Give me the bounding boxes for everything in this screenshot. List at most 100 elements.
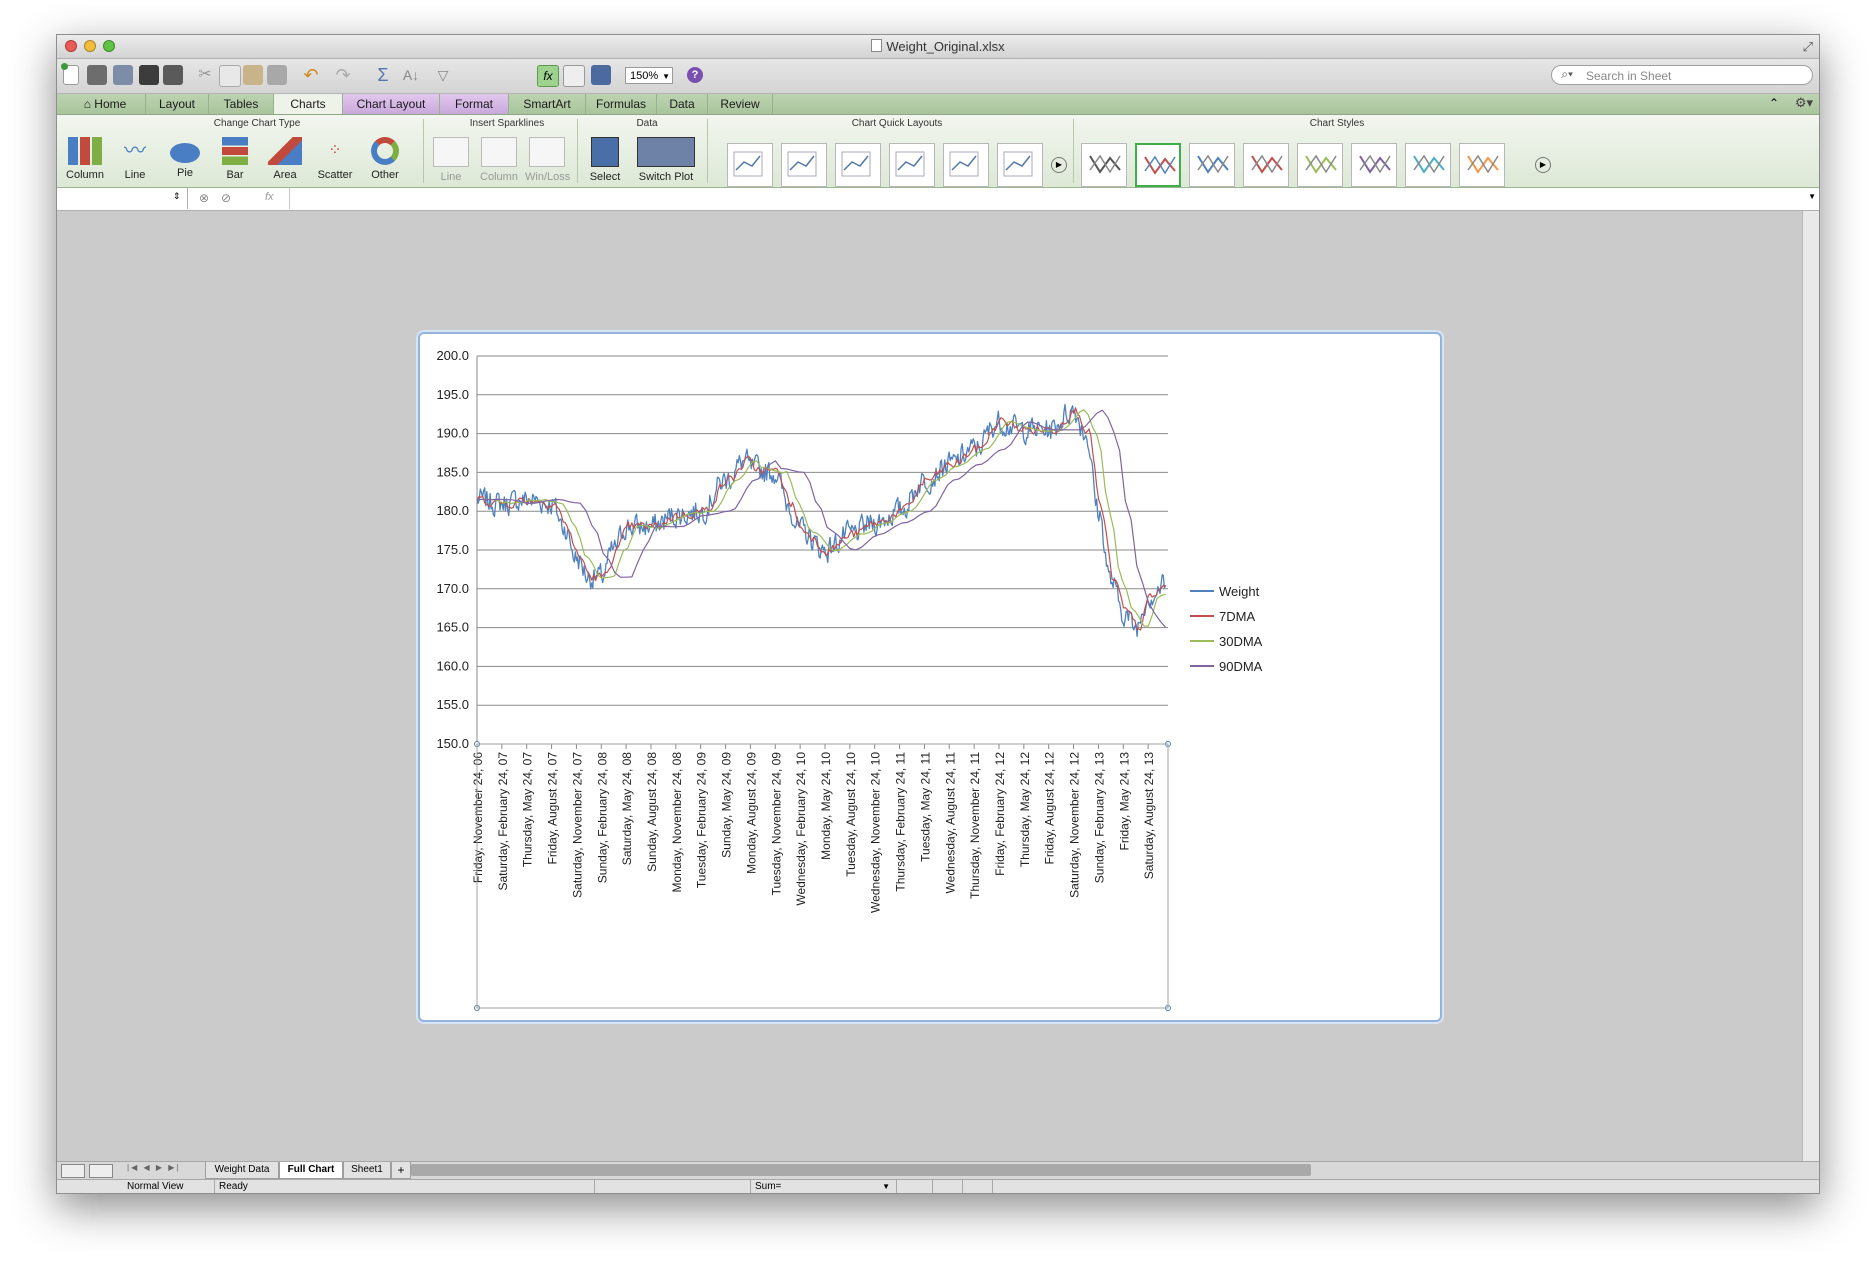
name-box[interactable] [57, 188, 188, 209]
tab-home[interactable]: ⌂ Home [65, 94, 146, 114]
tab-layout[interactable]: Layout [146, 94, 209, 114]
ribbon-settings-icon[interactable]: ⚙▾ [1794, 95, 1813, 110]
quick-layout-option[interactable] [997, 143, 1043, 187]
sparkline-line-button[interactable]: Line [429, 137, 473, 185]
ribbon-charts: Change Chart Type Column 〰 Line Pie Bar A… [57, 115, 1819, 188]
quick-layout-thumbnail-icon [787, 151, 817, 177]
x-tick-label: Monday, November 24, 08 [670, 752, 684, 893]
chart-style-option[interactable] [1189, 143, 1235, 187]
open-icon[interactable] [113, 65, 133, 85]
sheet-tab-sheet1[interactable]: Sheet1 [343, 1162, 391, 1179]
chart-object[interactable]: 200.0 195.0 190.0 185.0 180.0 175.0 170.0 165.0… [418, 332, 1442, 1022]
x-tick-label: Friday, November 24, 06 [471, 752, 485, 883]
vertical-scrollbar[interactable] [1802, 211, 1819, 1161]
autosum-icon[interactable]: Σ [377, 65, 389, 85]
quick-layout-thumbnail-icon [949, 151, 979, 177]
x-tick-label: Tuesday, May 24, 11 [918, 752, 932, 862]
sheet-nav-arrows-icon[interactable]: |◀ ◀ ▶ ▶| [127, 1163, 181, 1172]
ribbon-separator [1073, 119, 1074, 183]
normal-view-button[interactable] [61, 1164, 85, 1178]
status-sum-select[interactable]: Sum= ▼ [751, 1180, 897, 1193]
chart-style-option[interactable] [1351, 143, 1397, 187]
chart-style-thumbnail-icon [1251, 154, 1283, 174]
sparkline-winloss-button[interactable]: Win/Loss [525, 137, 570, 185]
quick-layout-option[interactable] [781, 143, 827, 187]
tab-review[interactable]: Review [708, 94, 773, 114]
chart-style-option[interactable] [1297, 143, 1343, 187]
minimize-window-button[interactable] [84, 40, 96, 52]
area-chart-button[interactable]: Area [263, 137, 307, 185]
scatter-chart-icon: ⁘ [328, 142, 342, 159]
chevron-right-icon[interactable]: ▶ [1051, 157, 1067, 173]
x-tick-label: Friday, August 24, 07 [546, 752, 560, 865]
cancel-icon[interactable]: ⊗ [199, 191, 210, 205]
tab-tables[interactable]: Tables [209, 94, 274, 114]
add-sheet-button[interactable]: + [391, 1162, 411, 1179]
copy-icon[interactable] [219, 65, 241, 87]
toolbox-icon[interactable] [591, 65, 611, 85]
chart-style-option[interactable] [1081, 143, 1127, 187]
tab-chart-layout[interactable]: Chart Layout [343, 94, 440, 114]
quick-layout-option[interactable] [889, 143, 935, 187]
cut-icon[interactable]: ✂ [198, 66, 212, 83]
gallery-icon[interactable] [563, 65, 585, 87]
collapse-ribbon-icon[interactable]: ⌃ [1768, 96, 1779, 110]
line-chart-button[interactable]: 〰 Line [113, 137, 157, 185]
chevron-right-icon[interactable]: ▶ [1535, 157, 1551, 173]
fx-icon[interactable]: fx [265, 191, 274, 203]
chevron-down-icon[interactable]: ▼ [1808, 192, 1816, 201]
undo-icon[interactable]: ↶ [303, 65, 319, 85]
area-chart-icon [268, 137, 302, 165]
tab-smartart[interactable]: SmartArt [509, 94, 586, 114]
zoom-window-button[interactable] [103, 40, 115, 52]
name-box-stepper-icon[interactable]: ⇕ [173, 191, 181, 201]
chart-style-option[interactable] [1135, 143, 1181, 187]
chart-style-thumbnail-icon [1305, 154, 1337, 174]
close-window-button[interactable] [65, 40, 77, 52]
tab-formulas[interactable]: Formulas [586, 94, 657, 114]
pie-chart-icon [170, 143, 200, 163]
new-workbook-icon[interactable] [61, 63, 79, 85]
select-data-button[interactable]: Select [583, 137, 627, 185]
x-tick-label: Saturday, May 24, 08 [620, 752, 634, 866]
switch-plot-button[interactable]: Switch Plot [631, 137, 701, 185]
quick-layout-option[interactable] [943, 143, 989, 187]
format-painter-icon[interactable] [267, 65, 287, 85]
formula-builder-icon[interactable]: fx [537, 65, 559, 87]
scatter-chart-button[interactable]: ⁘ Scatter [313, 137, 357, 185]
search-input[interactable]: Search in Sheet [1551, 65, 1813, 85]
x-tick-label: Wednesday, August 24, 11 [943, 752, 957, 894]
tab-data[interactable]: Data [657, 94, 708, 114]
bar-chart-button[interactable]: Bar [213, 137, 257, 185]
templates-icon[interactable] [87, 65, 107, 85]
y-tick-label: 150.0 [436, 736, 469, 751]
chart-style-option[interactable] [1459, 143, 1505, 187]
page-layout-view-button[interactable] [89, 1164, 113, 1178]
filter-icon[interactable]: ▽ [437, 67, 449, 83]
ribbon-separator [577, 119, 578, 183]
print-icon[interactable] [163, 65, 183, 85]
sort-icon[interactable]: A↓ [402, 67, 420, 83]
sparkline-column-button[interactable]: Column [477, 137, 521, 185]
fullscreen-icon[interactable]: ⤢ [1802, 39, 1813, 54]
other-chart-button[interactable]: Other [363, 137, 407, 185]
sheet-tab-weight-data[interactable]: Weight Data [205, 1162, 279, 1179]
save-icon[interactable] [139, 65, 159, 85]
formula-input[interactable] [289, 188, 1803, 209]
column-chart-button[interactable]: Column [63, 137, 107, 185]
chart-style-option[interactable] [1405, 143, 1451, 187]
help-icon[interactable]: ? [687, 67, 703, 83]
tab-charts[interactable]: Charts [274, 94, 343, 114]
quick-layout-option[interactable] [835, 143, 881, 187]
sheet-tab-full-chart[interactable]: Full Chart [279, 1162, 343, 1179]
redo-icon[interactable]: ↷ [335, 65, 351, 85]
y-tick-label: 155.0 [436, 697, 469, 712]
chart-style-option[interactable] [1243, 143, 1289, 187]
paste-icon[interactable] [243, 65, 263, 85]
zoom-select[interactable]: 150% ▼ [625, 67, 673, 84]
tab-format[interactable]: Format [440, 94, 509, 114]
enter-icon[interactable]: ⊘ [221, 191, 232, 205]
horizontal-scrollbar[interactable] [411, 1164, 1311, 1176]
quick-layout-option[interactable] [727, 143, 773, 187]
pie-chart-button[interactable]: Pie [163, 137, 207, 185]
